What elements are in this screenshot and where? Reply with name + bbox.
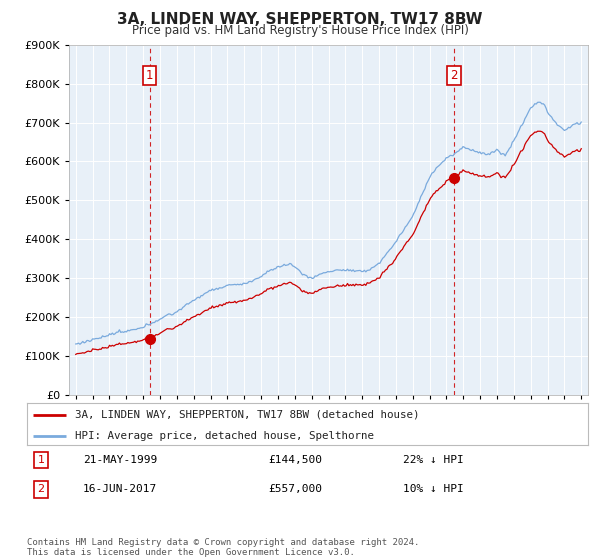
Text: Contains HM Land Registry data © Crown copyright and database right 2024.
This d: Contains HM Land Registry data © Crown c… xyxy=(27,538,419,557)
Text: 1: 1 xyxy=(38,455,44,465)
Text: 3A, LINDEN WAY, SHEPPERTON, TW17 8BW (detached house): 3A, LINDEN WAY, SHEPPERTON, TW17 8BW (de… xyxy=(74,409,419,419)
Text: 10% ↓ HPI: 10% ↓ HPI xyxy=(403,484,464,494)
Text: 2: 2 xyxy=(450,69,458,82)
Text: 3A, LINDEN WAY, SHEPPERTON, TW17 8BW: 3A, LINDEN WAY, SHEPPERTON, TW17 8BW xyxy=(117,12,483,27)
Text: 22% ↓ HPI: 22% ↓ HPI xyxy=(403,455,464,465)
Text: 16-JUN-2017: 16-JUN-2017 xyxy=(83,484,157,494)
Text: 1: 1 xyxy=(146,69,153,82)
Text: £557,000: £557,000 xyxy=(268,484,322,494)
Text: 21-MAY-1999: 21-MAY-1999 xyxy=(83,455,157,465)
Text: Price paid vs. HM Land Registry's House Price Index (HPI): Price paid vs. HM Land Registry's House … xyxy=(131,24,469,37)
Text: HPI: Average price, detached house, Spelthorne: HPI: Average price, detached house, Spel… xyxy=(74,431,374,441)
Text: 2: 2 xyxy=(37,484,44,494)
Text: £144,500: £144,500 xyxy=(268,455,322,465)
